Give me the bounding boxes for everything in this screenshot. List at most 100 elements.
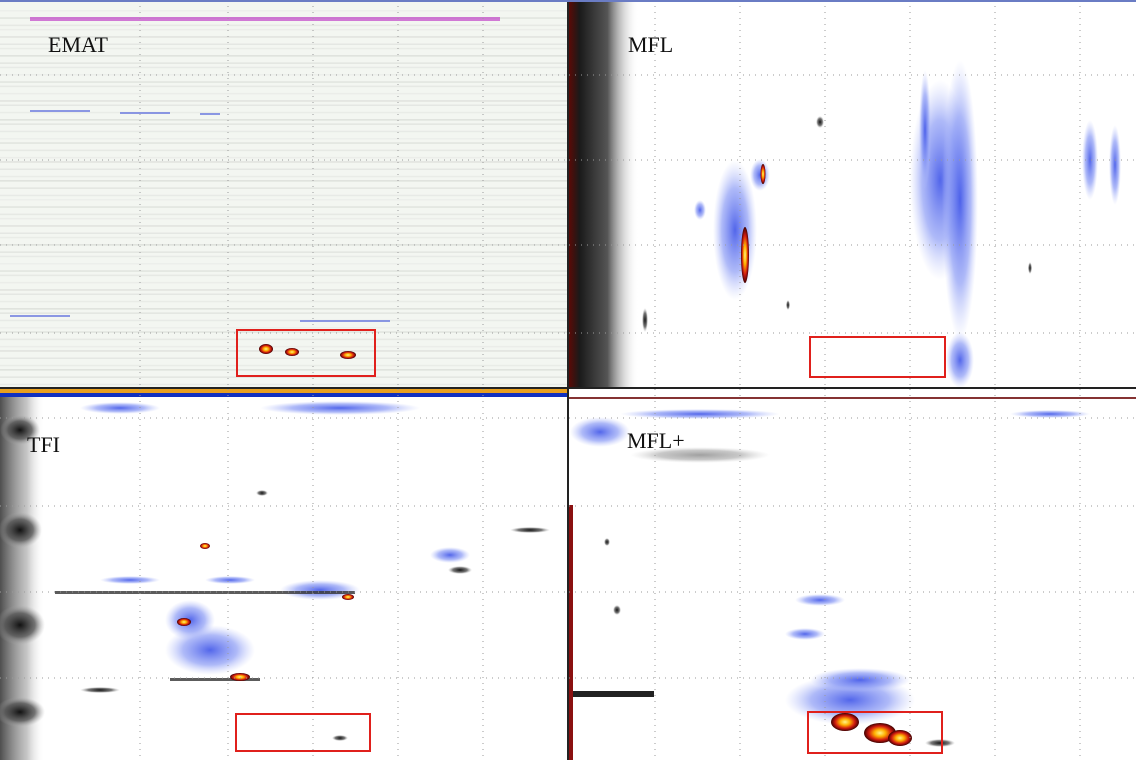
streak [0,66,567,69]
streak [569,505,573,760]
dark-spot [0,697,45,727]
streak [0,244,567,246]
streak [0,251,567,253]
streak [0,156,567,159]
dark-band [569,0,639,387]
panel-label: MFL+ [627,428,685,453]
streak [0,327,567,329]
streak [0,187,567,189]
dark-spot [0,605,45,645]
haze [1010,410,1090,418]
streak [0,217,567,220]
streak [0,289,567,291]
haze [1082,120,1098,200]
streak [0,81,567,83]
streak [0,255,567,258]
streak [0,47,567,50]
streak [0,36,567,38]
dark-spot [1028,262,1032,274]
streak [0,225,567,227]
haze [280,580,360,600]
hot-spot [230,673,250,681]
streak [0,369,567,371]
band [0,389,567,393]
dark-spot [256,490,268,496]
hot-spot [342,594,354,600]
dark-spot [448,566,472,574]
streak [0,138,567,140]
streak [0,345,567,348]
streak [0,270,567,272]
streak [0,104,567,106]
streak [0,308,567,310]
streak [0,62,567,64]
haze [100,576,160,584]
haze [430,547,470,563]
streak [0,383,567,386]
haze [946,332,974,388]
hot-spot [285,348,299,356]
streak [0,338,567,341]
band [0,393,567,397]
streak [0,331,567,333]
panel-label: MFL [628,32,673,57]
streak [0,123,567,125]
streak [0,130,567,133]
haze [1109,125,1121,205]
hot-spot [200,543,210,549]
tfi-panel [0,389,567,760]
streak [0,274,567,277]
streak [0,180,567,182]
streak [300,320,390,322]
streak [0,364,567,367]
dark-spot [332,735,348,741]
streak [55,591,355,594]
streak [0,312,567,314]
streak [0,142,567,144]
dark-spot [925,739,955,747]
streak [200,113,220,115]
streak [0,28,567,31]
haze [785,628,825,640]
streak [0,263,567,265]
dark-spot [0,512,42,548]
streak [0,350,567,352]
hot-spot [888,730,912,746]
streak [0,10,567,12]
haze [570,417,630,447]
gray-blob [630,447,770,463]
panel-label: EMAT [48,32,108,57]
haze [810,668,910,692]
streak [0,199,567,201]
streak [569,691,654,697]
dark-spot [786,300,790,310]
streak [0,376,567,378]
streak [0,206,567,208]
streak [30,110,90,112]
top-border [0,0,1136,2]
streak [0,85,567,88]
streak [0,168,567,170]
haze [694,200,706,220]
streak [170,678,260,681]
streak [0,161,567,163]
emat-panel [0,0,567,387]
hot-spot [741,227,749,283]
haze [713,160,757,300]
streak [0,213,567,216]
streak [0,357,567,359]
hot-spot [831,713,859,731]
divider-vertical [567,0,569,760]
streak [0,281,567,284]
streak [0,74,567,76]
streak [10,315,70,317]
streak [0,319,567,322]
dark-spot [80,687,120,693]
dark-spot [604,538,610,546]
streak [569,397,1136,399]
streak [0,293,567,295]
defect-box [809,336,946,378]
dark-spot [642,308,648,332]
